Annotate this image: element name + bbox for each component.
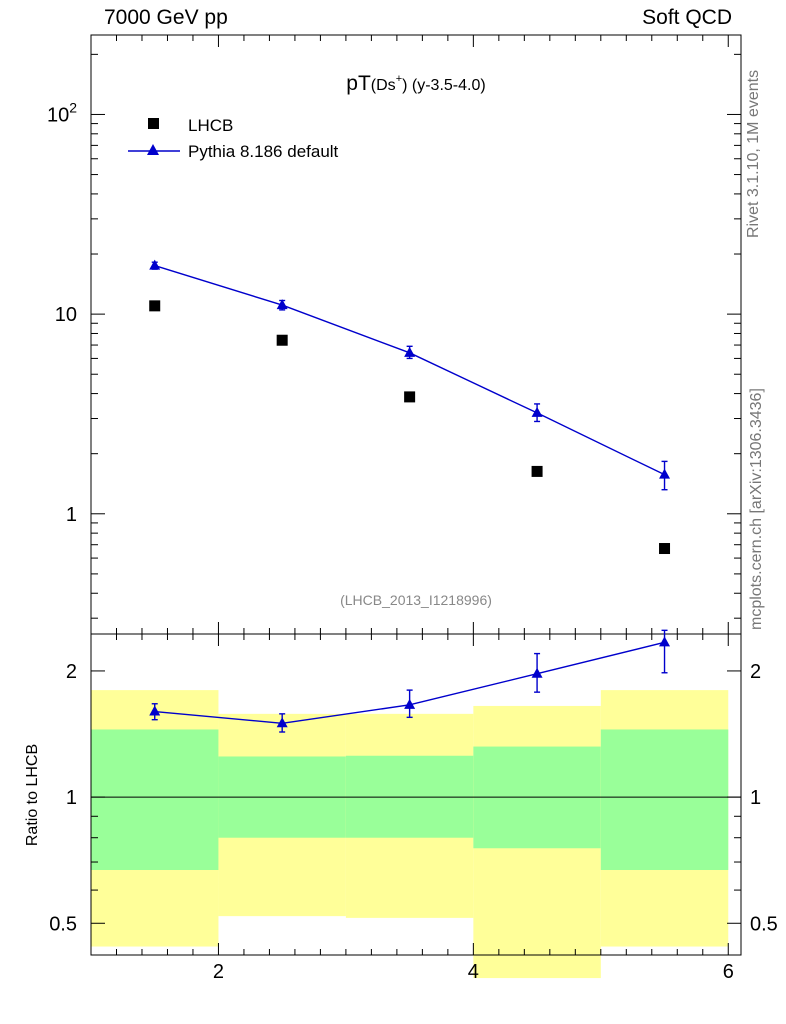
chart-title: pT(Ds+) (y-3.5-4.0) <box>346 72 485 95</box>
mc-point <box>149 259 161 270</box>
mc-point <box>404 346 416 357</box>
ratio-mc-point <box>149 705 161 716</box>
ratio-bands <box>91 690 729 979</box>
legend-data-label: LHCB <box>188 116 233 135</box>
main-y-axis-ticks <box>91 53 741 619</box>
title-charge: + <box>396 73 402 85</box>
header-right-label: Soft QCD <box>642 6 732 29</box>
legend-mc-marker <box>147 144 159 155</box>
ratio-plot-frame <box>90 633 742 956</box>
ratio-mc-series <box>149 629 671 733</box>
mc-point <box>276 299 288 310</box>
legend-data-marker <box>148 118 159 129</box>
ratio-mc-point <box>659 636 671 647</box>
x-tick-label: 2 <box>213 961 224 983</box>
y-tick-label-base: 10 <box>47 104 69 126</box>
ratio-y-tick-label: 0.5 <box>49 913 77 935</box>
ratio-mc-point <box>531 667 543 678</box>
data-point <box>149 300 161 312</box>
legend-mc-label: Pythia 8.186 default <box>188 142 339 161</box>
mc-line <box>154 264 665 476</box>
data-series <box>149 300 671 555</box>
uncertainty-band-inner <box>600 729 729 870</box>
ratio-y-tick-label: 1 <box>66 787 77 809</box>
title-main: pT <box>346 72 371 95</box>
y-tick-label: 1 <box>66 504 77 526</box>
data-point <box>276 334 288 346</box>
data-point <box>531 465 543 477</box>
mc-point <box>531 406 543 417</box>
title-particle: (Ds <box>371 77 396 94</box>
ratio-y-tick-label: 2 <box>66 661 77 683</box>
x-axis-ticks <box>90 35 729 955</box>
ratio-y-tick-label-right: 0.5 <box>750 913 778 935</box>
uncertainty-band-inner <box>91 729 219 870</box>
header-left-label: 7000 GeV pp <box>104 6 228 29</box>
x-tick-label: 6 <box>723 961 734 983</box>
title-rapidity: ) (y-3.5-4.0) <box>402 77 486 94</box>
data-point <box>404 391 416 403</box>
ratio-y-axis-label: Ratio to LHCB <box>24 744 41 846</box>
legend: LHCB Pythia 8.186 default <box>128 116 339 161</box>
x-tick-label: 4 <box>468 961 479 983</box>
ratio-mc-point <box>404 698 416 709</box>
ratio-mc-point <box>276 717 288 728</box>
y-tick-label: 10 <box>55 304 77 326</box>
y-tick-label: 102 <box>47 99 77 126</box>
mc-series <box>149 259 671 491</box>
y-tick-label-exponent: 2 <box>69 99 77 115</box>
mc-point <box>659 468 671 479</box>
ratio-y-tick-label-right: 2 <box>750 661 761 683</box>
analysis-watermark: (LHCB_2013_I1218996) <box>340 592 492 608</box>
data-point <box>659 543 671 555</box>
ratio-y-tick-label-right: 1 <box>750 787 761 809</box>
